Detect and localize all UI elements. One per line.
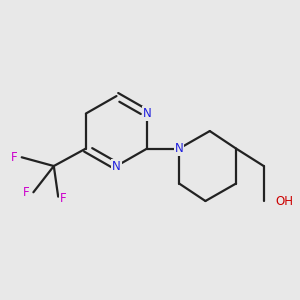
- Text: N: N: [175, 142, 184, 155]
- Text: N: N: [143, 107, 152, 120]
- Text: F: F: [11, 151, 17, 164]
- Text: OH: OH: [275, 194, 293, 208]
- Text: F: F: [22, 186, 29, 199]
- Text: F: F: [60, 192, 66, 205]
- Text: N: N: [112, 160, 121, 172]
